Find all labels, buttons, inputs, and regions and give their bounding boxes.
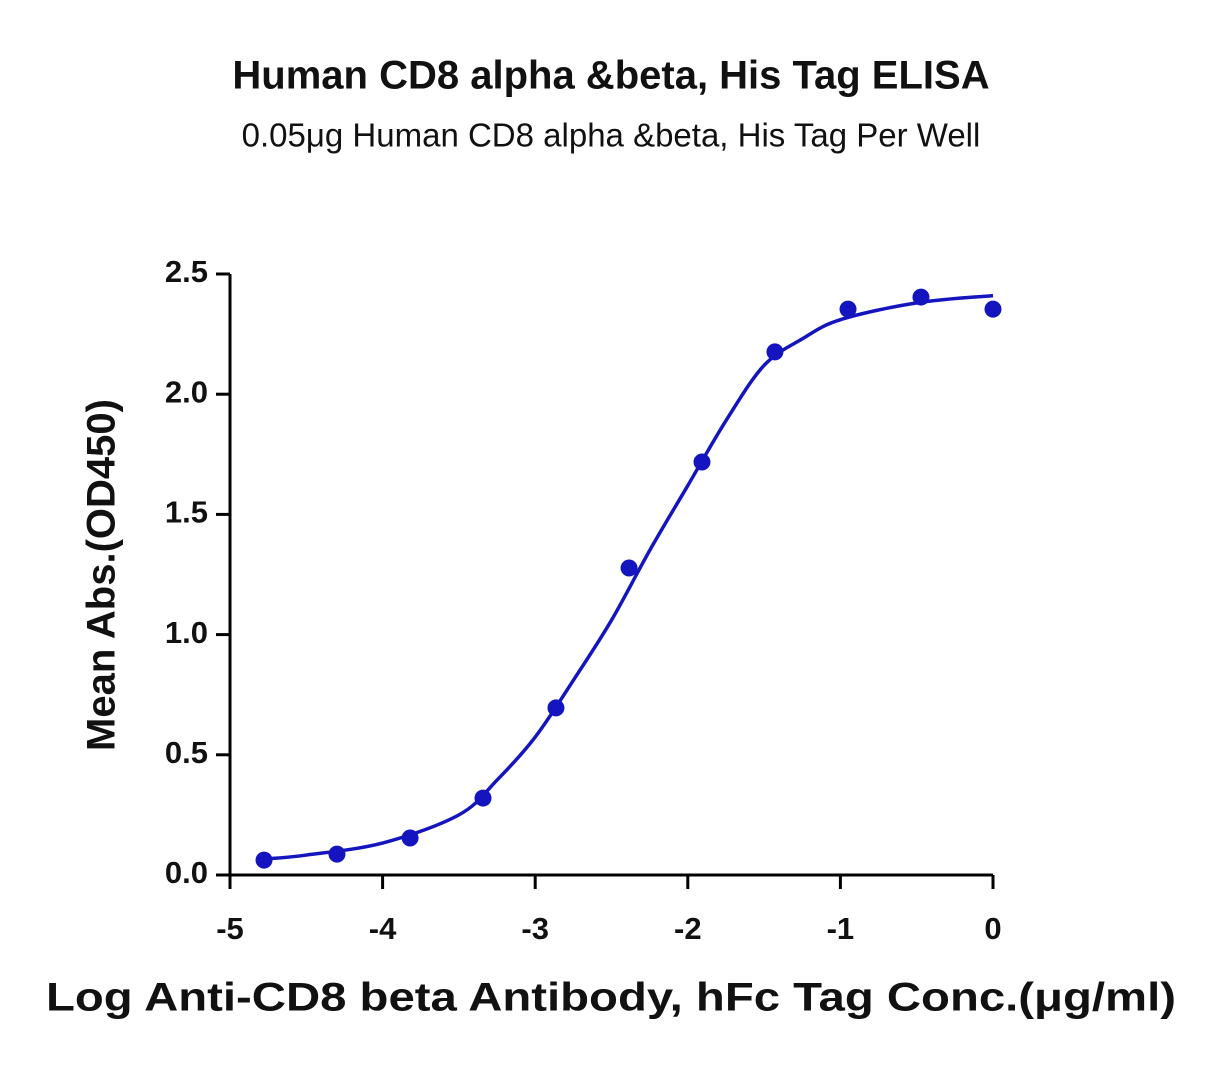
data-point [255,851,273,869]
data-point [839,300,857,318]
data-point [912,288,930,306]
data-point [693,453,711,471]
x-tick-label: -1 [827,911,855,946]
x-tick-label: -3 [521,911,549,946]
x-tick-label: 0 [984,911,1001,946]
x-tick-label: -2 [674,911,702,946]
data-point [766,343,784,361]
x-tick-label: -4 [369,911,397,946]
x-axis-label: Log Anti-CD8 beta Antibody, hFc Tag Conc… [46,976,1176,1020]
data-point [984,300,1002,318]
y-tick-label: 1.5 [165,495,208,530]
y-tick-label: 1.0 [165,615,208,650]
chart-subtitle: 0.05μg Human CD8 alpha &beta, His Tag Pe… [242,117,981,154]
x-tick-label: -5 [216,911,244,946]
data-point [547,699,565,717]
y-axis-label: Mean Abs.(OD450) [80,399,124,751]
data-point [401,829,419,847]
y-tick-label: 2.0 [165,374,208,409]
y-tick-label: 0.0 [165,855,208,890]
y-tick-label: 2.5 [165,254,208,289]
data-point [620,559,638,577]
y-tick-label: 0.5 [165,735,208,770]
fit-curve [263,293,994,861]
chart-title: Human CD8 alpha &beta, His Tag ELISA [232,54,989,98]
data-point [474,789,492,807]
data-point [328,845,346,863]
